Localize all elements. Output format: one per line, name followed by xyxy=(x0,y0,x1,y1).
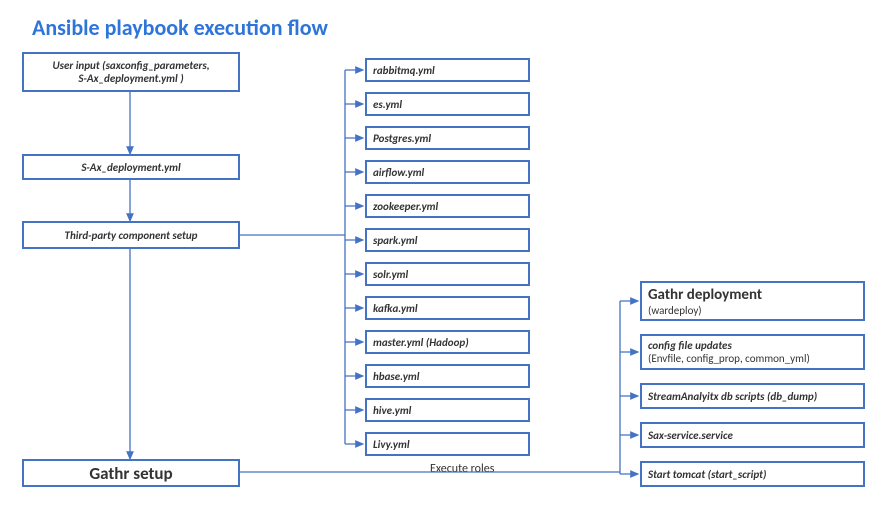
box-postgres: Postgres.yml xyxy=(365,126,530,150)
zookeeper-label: zookeeper.yml xyxy=(373,200,438,213)
box-kafka: kafka.yml xyxy=(365,296,530,320)
box-db-scripts: StreamAnalyitx db scripts (db_dump) xyxy=(640,383,865,409)
page-title: Ansible playbook execution flow xyxy=(32,14,328,41)
box-sax-deploy: S-Ax_deployment.yml xyxy=(22,154,240,180)
box-rabbitmq: rabbitmq.yml xyxy=(365,58,530,82)
execute-roles-label: Execute roles xyxy=(430,462,494,476)
box-livy: Livy.yml xyxy=(365,432,530,456)
box-third-party: Third-party component setup xyxy=(22,221,240,249)
postgres-label: Postgres.yml xyxy=(373,132,431,145)
sax-deploy-label: S-Ax_deployment.yml xyxy=(81,161,180,174)
livy-label: Livy.yml xyxy=(373,438,410,451)
sax-service-title: Sax-service.service xyxy=(648,429,733,442)
user-input-line1: User input (saxconfig_parameters, xyxy=(52,59,209,72)
spark-label: spark.yml xyxy=(373,234,417,247)
master-label: master.yml (Hadoop) xyxy=(373,336,469,349)
box-user-input: User input (saxconfig_parameters, S-Ax_d… xyxy=(22,52,240,92)
box-sax-service: Sax-service.service xyxy=(640,422,865,448)
box-config-file: config file updates(Envfile, config_prop… xyxy=(640,334,865,370)
start-tomcat-title: Start tomcat (start_script) xyxy=(648,468,766,481)
config-file-title: config file updates xyxy=(648,339,732,352)
box-hbase: hbase.yml xyxy=(365,364,530,388)
db-scripts-title: StreamAnalyitx db scripts (db_dump) xyxy=(648,390,817,403)
box-start-tomcat: Start tomcat (start_script) xyxy=(640,461,865,487)
es-label: es.yml xyxy=(373,98,402,111)
box-solr: solr.yml xyxy=(365,262,530,286)
box-gathr-deploy: Gathr deployment(wardeploy) xyxy=(640,281,865,321)
box-zookeeper: zookeeper.yml xyxy=(365,194,530,218)
hive-label: hive.yml xyxy=(373,404,411,417)
box-master: master.yml (Hadoop) xyxy=(365,330,530,354)
box-airflow: airflow.yml xyxy=(365,160,530,184)
rabbitmq-label: rabbitmq.yml xyxy=(373,64,435,77)
user-input-line2: S-Ax_deployment.yml ) xyxy=(78,72,183,85)
hbase-label: hbase.yml xyxy=(373,370,419,383)
gathr-deploy-sub: (wardeploy) xyxy=(648,304,702,317)
airflow-label: airflow.yml xyxy=(373,166,424,179)
box-spark: spark.yml xyxy=(365,228,530,252)
third-party-label: Third-party component setup xyxy=(65,229,198,242)
kafka-label: kafka.yml xyxy=(373,302,418,315)
gathr-setup-label: Gathr setup xyxy=(89,463,172,484)
box-gathr-setup: Gathr setup xyxy=(22,459,240,487)
box-hive: hive.yml xyxy=(365,398,530,422)
config-file-sub: (Envfile, config_prop, common_yml) xyxy=(648,352,810,365)
gathr-deploy-title: Gathr deployment xyxy=(648,286,762,304)
box-es: es.yml xyxy=(365,92,530,116)
solr-label: solr.yml xyxy=(373,268,408,281)
